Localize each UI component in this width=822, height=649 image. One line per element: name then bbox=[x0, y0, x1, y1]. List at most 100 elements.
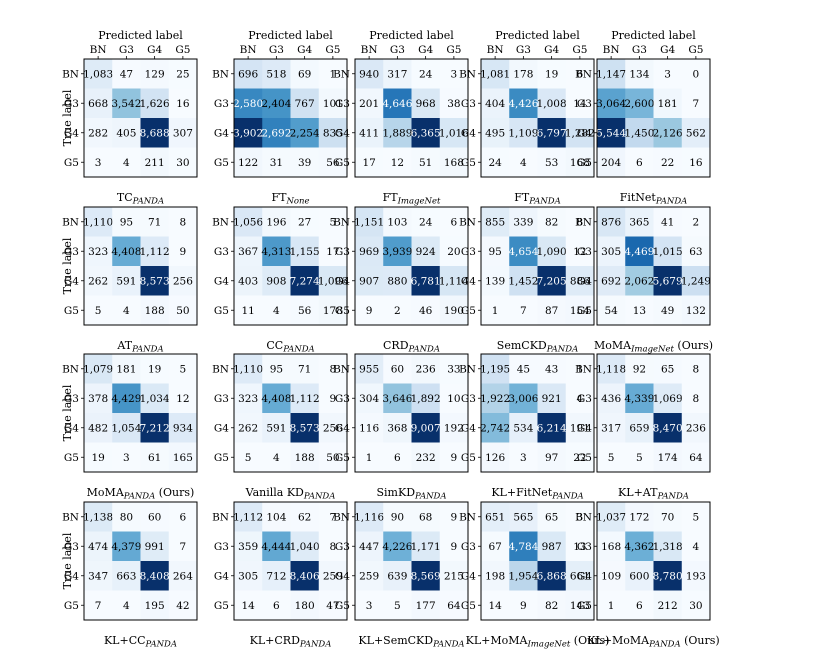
matrix-cell bbox=[411, 590, 441, 621]
cell-value: 3,646 bbox=[382, 393, 412, 405]
cell-value: 82 bbox=[545, 217, 558, 229]
cell-value: 116 bbox=[359, 423, 379, 435]
matrix-cell bbox=[140, 354, 170, 384]
matrix-cell bbox=[565, 383, 595, 414]
cell-value: 236 bbox=[416, 364, 436, 376]
y-tick-label: G3 bbox=[64, 98, 79, 110]
cell-value: 474 bbox=[88, 541, 108, 553]
cell-value: 174 bbox=[658, 452, 678, 464]
cell-value: 4,444 bbox=[261, 541, 291, 553]
cell-value: 908 bbox=[266, 276, 286, 288]
matrix-cell bbox=[509, 413, 538, 443]
cell-value: 1,112 bbox=[233, 512, 263, 524]
cell-value: 80 bbox=[120, 512, 133, 524]
matrix-cell bbox=[290, 207, 320, 237]
matrix-cell bbox=[681, 147, 711, 178]
cell-value: 1,452 bbox=[508, 276, 538, 288]
x-tick-label: G5 bbox=[175, 44, 190, 56]
matrix-cell bbox=[411, 118, 441, 148]
matrix-cell bbox=[439, 59, 469, 89]
cell-value: 178 bbox=[323, 305, 343, 317]
matrix-cell bbox=[439, 442, 469, 473]
matrix-cell bbox=[140, 88, 170, 119]
matrix-cell bbox=[653, 59, 683, 89]
cell-value: 991 bbox=[145, 541, 165, 553]
y-tick-label: BN bbox=[459, 364, 476, 376]
cell-value: 1,037 bbox=[596, 512, 626, 524]
matrix-cell bbox=[653, 561, 683, 591]
cell-value: 50 bbox=[326, 452, 339, 464]
cell-value: 668 bbox=[88, 98, 108, 110]
panel-caption: ATPANDA bbox=[116, 339, 163, 355]
matrix-cell bbox=[411, 88, 441, 119]
y-tick-label: BN bbox=[212, 364, 229, 376]
cell-value: 256 bbox=[173, 276, 193, 288]
cell-value: 143 bbox=[570, 600, 590, 612]
cell-value: 6 bbox=[636, 157, 643, 169]
cell-value: 165 bbox=[173, 452, 193, 464]
matrix-frame bbox=[233, 58, 348, 178]
matrix-cell bbox=[112, 354, 141, 384]
y-tick-label: G3 bbox=[335, 98, 350, 110]
matrix-cell bbox=[318, 207, 348, 237]
cell-value: 1,118 bbox=[596, 364, 626, 376]
matrix-cell bbox=[234, 561, 263, 591]
cell-value: 6,781 bbox=[411, 276, 441, 288]
cell-value: 7 bbox=[330, 512, 337, 524]
x-tick-label: G4 bbox=[660, 44, 675, 56]
matrix-cell bbox=[509, 236, 538, 267]
panel-caption: KL+CRDPANDA bbox=[250, 634, 332, 649]
matrix-cell bbox=[84, 295, 113, 326]
cell-value: 14 bbox=[488, 600, 502, 612]
panel-caption: Vanilla KDPANDA bbox=[245, 486, 336, 502]
panel-caption: FTPANDA bbox=[514, 191, 560, 207]
cell-value: 45 bbox=[517, 364, 530, 376]
matrix-cell bbox=[537, 442, 567, 473]
y-tick-label: G5 bbox=[335, 305, 350, 317]
cell-value: 19 bbox=[91, 452, 104, 464]
matrix-cell bbox=[168, 590, 198, 621]
matrix-cell bbox=[168, 118, 198, 148]
matrix-cell bbox=[168, 383, 198, 414]
matrix-cell bbox=[411, 531, 441, 562]
x-tick-label: G3 bbox=[269, 44, 284, 56]
matrix-cell bbox=[318, 561, 348, 591]
cell-value: 8 bbox=[693, 364, 700, 376]
cell-value: 1,249 bbox=[681, 276, 711, 288]
matrix-frame bbox=[596, 501, 711, 621]
matrix-cell bbox=[439, 118, 469, 148]
cell-value: 2,580 bbox=[233, 98, 263, 110]
cell-value: 591 bbox=[266, 423, 286, 435]
cell-value: 534 bbox=[513, 423, 533, 435]
matrix-cell bbox=[262, 502, 291, 532]
cell-value: 211 bbox=[145, 157, 165, 169]
matrix-cell bbox=[140, 413, 170, 443]
matrix-cell bbox=[140, 590, 170, 621]
cell-value: 180 bbox=[295, 600, 315, 612]
matrix-cell bbox=[439, 266, 469, 296]
cell-value: 5 bbox=[693, 512, 700, 524]
matrix-cell bbox=[625, 442, 654, 473]
cell-value: 2,742 bbox=[480, 423, 510, 435]
x-tick-label: G3 bbox=[390, 44, 405, 56]
cell-value: 600 bbox=[629, 571, 649, 583]
matrix-cell bbox=[355, 413, 384, 443]
matrix-cell bbox=[112, 413, 141, 443]
cell-value: 359 bbox=[238, 541, 258, 553]
matrix-cell bbox=[681, 295, 711, 326]
matrix-cell bbox=[112, 531, 141, 562]
matrix-frame bbox=[480, 501, 595, 621]
cell-value: 1,892 bbox=[411, 393, 441, 405]
cell-value: 215 bbox=[444, 571, 464, 583]
matrix-frame bbox=[480, 206, 595, 326]
cell-value: 56 bbox=[298, 305, 312, 317]
cell-value: 6 bbox=[273, 600, 280, 612]
cell-value: 9 bbox=[451, 512, 458, 524]
cell-value: 365 bbox=[629, 217, 649, 229]
matrix-cell bbox=[565, 59, 595, 89]
y-tick-label: G3 bbox=[64, 246, 79, 258]
y-tick-label: G5 bbox=[577, 305, 592, 317]
cell-value: 3,902 bbox=[233, 128, 263, 140]
cell-value: 4,429 bbox=[111, 393, 141, 405]
